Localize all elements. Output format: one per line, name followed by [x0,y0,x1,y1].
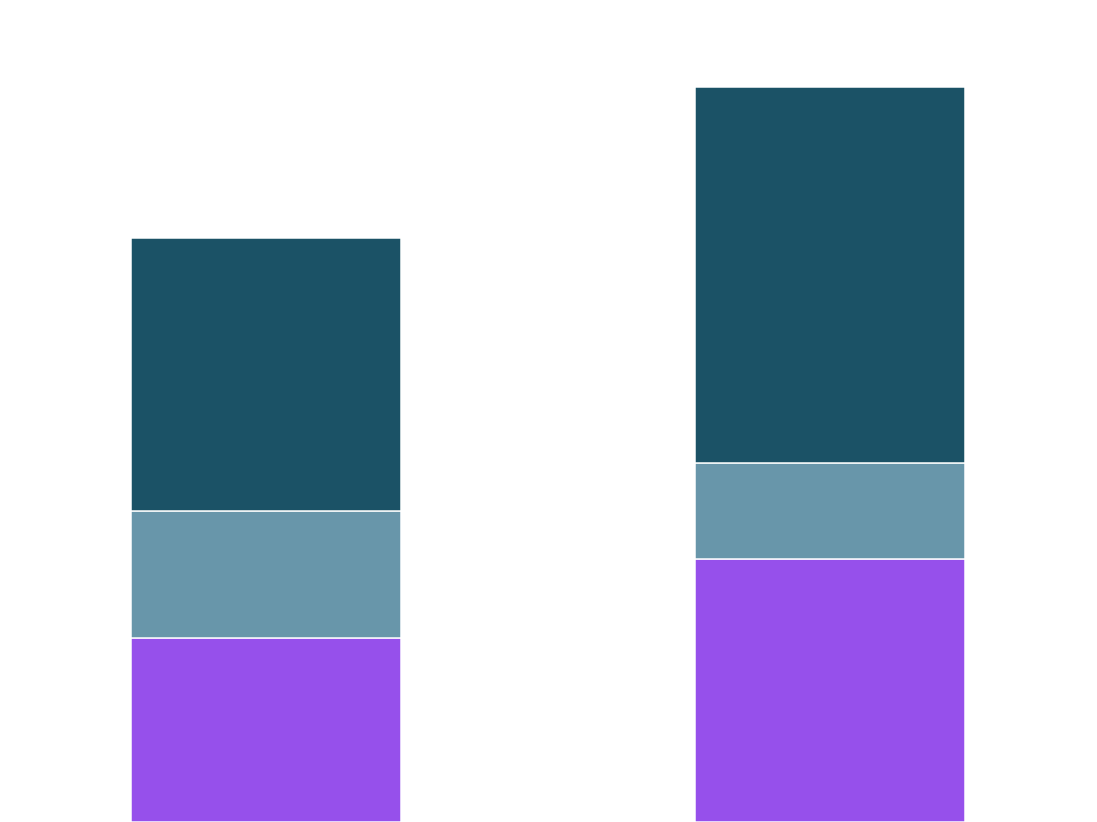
bar-segment-0-1 [130,510,402,639]
bar-segment-1-1 [694,462,966,560]
bar-segment-1-2 [694,86,966,464]
bar-segment-0-0 [130,637,402,822]
bar-segment-1-0 [694,558,966,822]
bar-segment-0-2 [130,237,402,512]
